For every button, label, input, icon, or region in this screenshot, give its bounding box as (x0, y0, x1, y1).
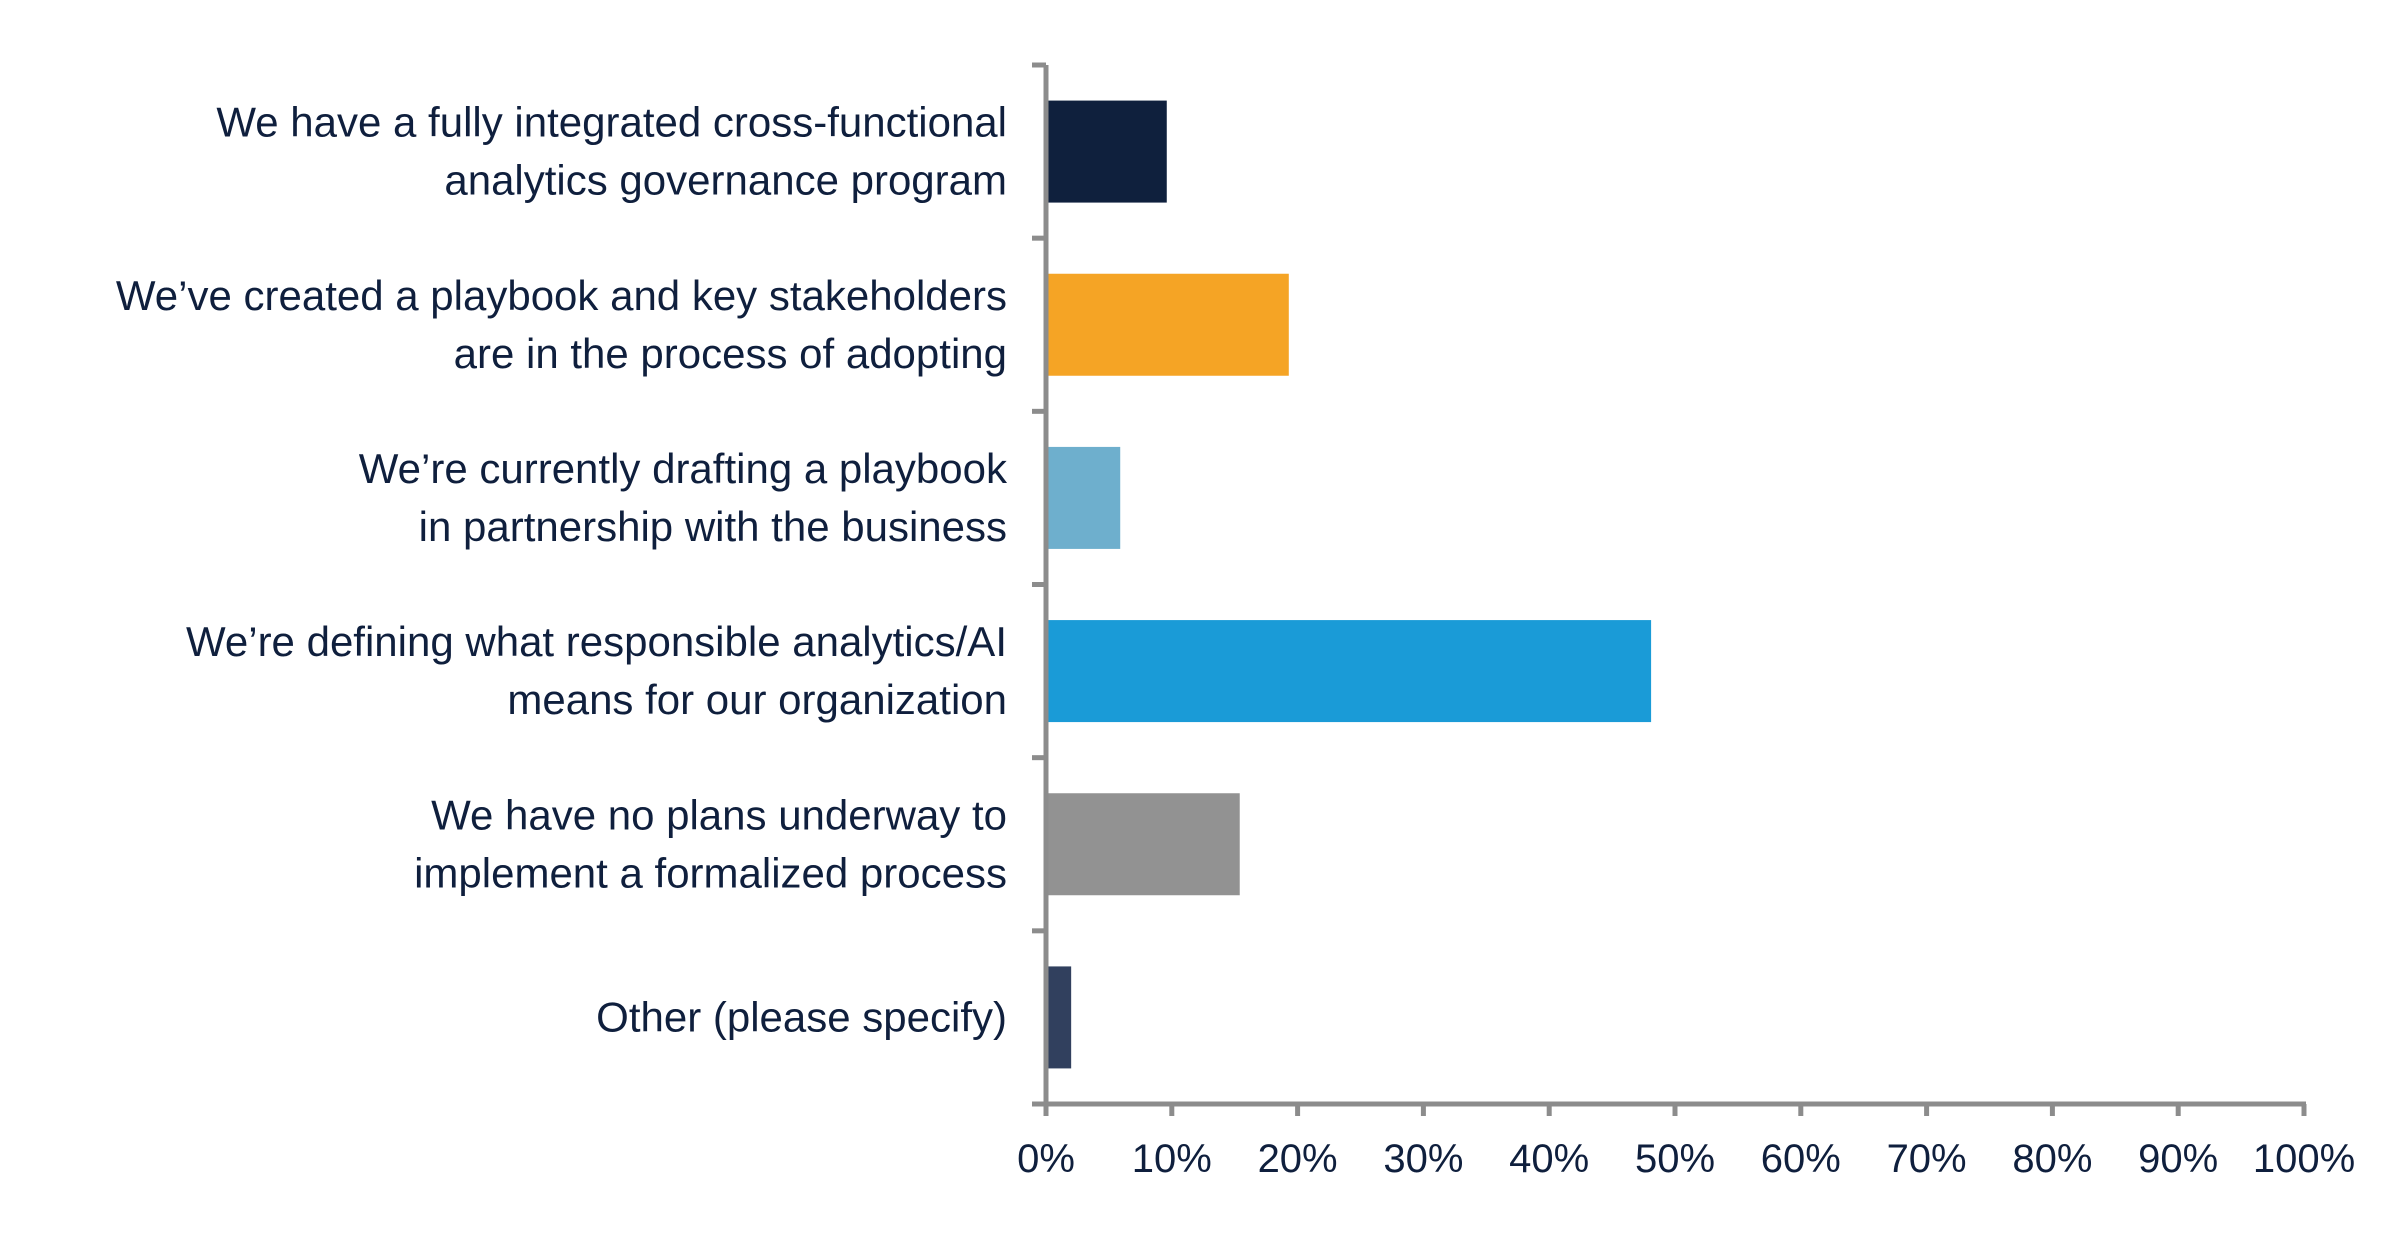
category-label: means for our organization (507, 676, 1007, 723)
bar-3 (1046, 446, 1121, 549)
category-label: We’re defining what responsible analytic… (186, 618, 1007, 665)
x-tick-label: 100% (2253, 1137, 2355, 1181)
category-label: are in the process of adopting (454, 330, 1007, 377)
x-tick-label: 40% (1509, 1137, 1589, 1181)
x-tick-label: 20% (1258, 1137, 1338, 1181)
category-label: We’re currently drafting a playbook (359, 445, 1008, 492)
bar-5 (1046, 793, 1240, 896)
category-label: Other (please specify) (596, 993, 1007, 1040)
x-tick-label: 0% (1017, 1137, 1075, 1181)
category-label: We have no plans underway to (431, 791, 1007, 838)
x-tick-label: 70% (1887, 1137, 1967, 1181)
bar-4 (1046, 620, 1652, 723)
x-tick-label: 50% (1635, 1137, 1715, 1181)
bar-2 (1046, 273, 1289, 376)
x-tick-label: 80% (2012, 1137, 2092, 1181)
category-label: in partnership with the business (419, 503, 1007, 550)
x-tick-label: 60% (1761, 1137, 1841, 1181)
category-label: analytics governance program (444, 157, 1007, 204)
bar-1 (1046, 100, 1167, 203)
category-label: implement a formalized process (414, 849, 1007, 896)
x-tick-label: 10% (1132, 1137, 1212, 1181)
category-label: We have a fully integrated cross-functio… (216, 99, 1007, 146)
x-tick-label: 90% (2138, 1137, 2218, 1181)
bar-6 (1046, 966, 1072, 1069)
category-label: We’ve created a playbook and key stakeho… (116, 272, 1007, 319)
x-tick-label: 30% (1383, 1137, 1463, 1181)
